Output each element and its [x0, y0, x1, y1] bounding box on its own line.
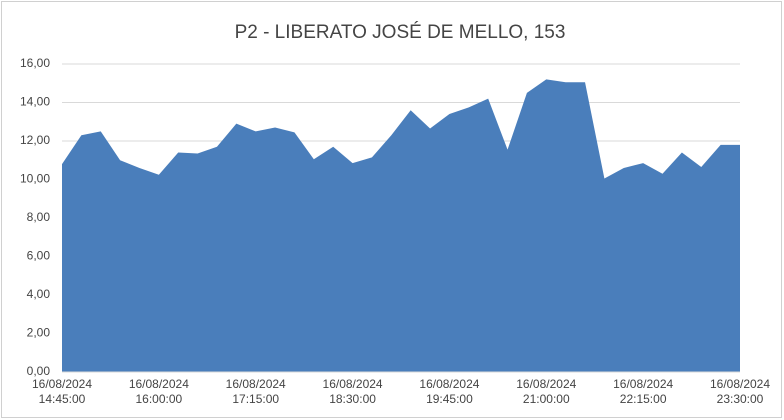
y-tick-label: 2,00 — [27, 326, 51, 340]
y-tick-label: 16,00 — [20, 56, 50, 70]
chart-title: P2 - LIBERATO JOSÉ DE MELLO, 153 — [235, 22, 566, 43]
y-tick-label: 4,00 — [27, 287, 51, 301]
x-tick-label: 16/08/2024 14:45:00 — [31, 377, 93, 406]
x-tick-label: 16/08/2024 16:00:00 — [128, 377, 189, 406]
y-tick-label: 12,00 — [20, 133, 50, 147]
x-tick-label: 16/08/2024 17:15:00 — [225, 377, 286, 406]
area — [62, 79, 740, 373]
x-tick-label: 16/08/2024 22:15:00 — [613, 377, 674, 406]
x-tick-label: 16/08/2024 18:30:00 — [322, 377, 383, 406]
y-tick-label: 0,00 — [27, 364, 51, 378]
y-tick-label: 14,00 — [20, 95, 50, 109]
y-tick-label: 8,00 — [27, 210, 51, 224]
y-tick-label: 10,00 — [20, 172, 50, 186]
x-tick-label: 16/08/2024 23:30:00 — [709, 377, 771, 406]
y-tick-label: 6,00 — [27, 249, 51, 263]
x-tick-label: 16/08/2024 21:00:00 — [516, 377, 577, 406]
x-tick-label: 16/08/2024 19:45:00 — [419, 377, 480, 406]
